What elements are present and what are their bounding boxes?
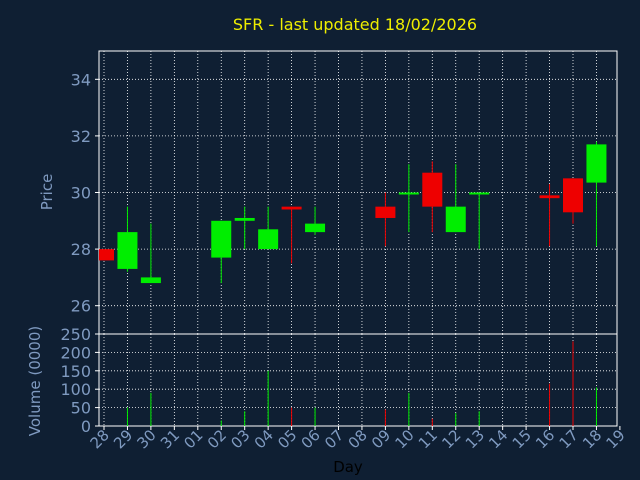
x-tick-label: 29 bbox=[110, 426, 136, 452]
candle-body bbox=[281, 206, 302, 210]
candle-body bbox=[539, 195, 560, 199]
x-tick-label: 09 bbox=[368, 426, 394, 452]
volume-tick-label: 250 bbox=[60, 325, 91, 344]
price-tick-label: 34 bbox=[71, 70, 91, 89]
x-tick-label: 12 bbox=[438, 426, 464, 452]
volume-grid bbox=[99, 334, 617, 426]
volume-y-axis-label: Volume (0000) bbox=[26, 326, 44, 436]
volume-tick-label: 50 bbox=[71, 399, 91, 418]
x-tick-label: 03 bbox=[227, 426, 253, 452]
x-tick-label: 15 bbox=[509, 426, 535, 452]
volume-tick-label: 0 bbox=[81, 417, 91, 436]
price-y-ticks: 26 28 30 32 34 bbox=[71, 70, 99, 316]
volume-tick-label: 150 bbox=[60, 362, 91, 381]
x-tick-label: 14 bbox=[485, 426, 511, 452]
x-tick-label: 18 bbox=[579, 426, 605, 452]
x-tick-label: 04 bbox=[251, 426, 277, 452]
price-grid bbox=[99, 51, 617, 334]
x-tick-label: 05 bbox=[274, 426, 300, 452]
price-panel: 26 28 30 32 34 Price bbox=[38, 50, 618, 335]
price-tick-label: 28 bbox=[71, 240, 91, 259]
candle-body bbox=[469, 192, 490, 195]
volume-bars bbox=[126, 341, 597, 426]
price-y-axis-label: Price bbox=[38, 174, 56, 211]
x-tick-label: 16 bbox=[532, 426, 558, 452]
volume-tick-label: 200 bbox=[60, 343, 91, 362]
candle-body bbox=[398, 192, 419, 195]
x-tick-label: 07 bbox=[321, 426, 347, 452]
x-tick-label: 19 bbox=[602, 426, 628, 452]
candle-body bbox=[445, 206, 466, 233]
candle-body bbox=[586, 144, 607, 183]
candle-body bbox=[258, 229, 279, 250]
candle-body bbox=[211, 220, 232, 258]
x-axis: 2829303101020304050607080910111213141516… bbox=[87, 426, 629, 452]
x-tick-label: 31 bbox=[157, 426, 183, 452]
candle-body bbox=[234, 217, 255, 221]
volume-plot-area bbox=[98, 333, 618, 427]
price-tick-label: 30 bbox=[71, 184, 91, 203]
price-tick-label: 32 bbox=[71, 127, 91, 146]
candle-body bbox=[375, 206, 396, 218]
x-tick-label: 17 bbox=[556, 426, 582, 452]
chart-title: SFR - last updated 18/02/2026 bbox=[233, 15, 477, 34]
x-axis-label: Day bbox=[333, 458, 363, 476]
x-tick-label: 08 bbox=[345, 426, 371, 452]
x-tick-label: 30 bbox=[133, 426, 159, 452]
x-tick-label: 01 bbox=[180, 426, 206, 452]
candlesticks bbox=[99, 141, 607, 284]
candle-body bbox=[117, 232, 138, 269]
x-tick-label: 11 bbox=[415, 426, 441, 452]
candle-body bbox=[305, 223, 326, 233]
x-tick-label: 06 bbox=[298, 426, 324, 452]
candle-body bbox=[563, 178, 583, 213]
x-tick-label: 10 bbox=[391, 426, 417, 452]
candle-body bbox=[140, 277, 161, 284]
x-tick-label: 13 bbox=[462, 426, 488, 452]
volume-tick-label: 100 bbox=[60, 380, 91, 399]
candle-body bbox=[422, 172, 443, 207]
price-tick-label: 26 bbox=[71, 297, 91, 316]
candle-body bbox=[99, 249, 114, 261]
x-tick-label: 02 bbox=[204, 426, 230, 452]
